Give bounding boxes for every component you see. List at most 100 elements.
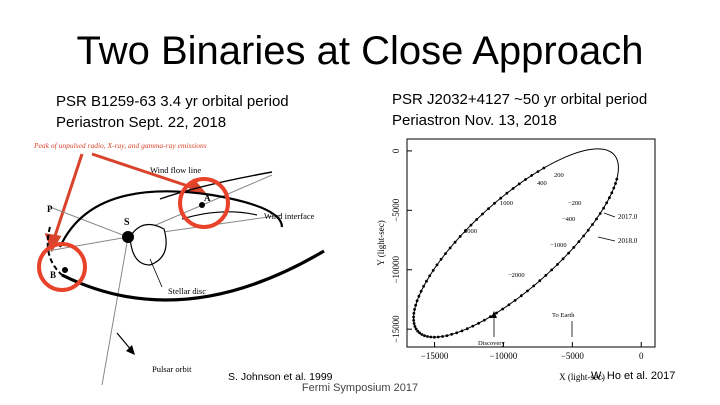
orbit-epoch-dots <box>412 166 619 339</box>
orbit-dot <box>532 284 536 288</box>
orbit-dot <box>605 201 609 205</box>
pulsar-at-b <box>62 267 68 273</box>
orbit-dot <box>612 186 616 190</box>
orbit-dot <box>414 327 418 331</box>
arrow-to-b <box>52 153 84 240</box>
left-caption: PSR B1259-63 3.4 yr orbital period Peria… <box>56 91 289 133</box>
point-p-label: P <box>47 204 53 214</box>
date-label-2018: 2018.0 <box>618 237 638 245</box>
orbit-dot <box>544 274 548 277</box>
to-earth-label: To Earth <box>552 312 575 319</box>
orbit-dot <box>460 329 464 333</box>
orbit-dot <box>428 274 432 278</box>
orbit-dot <box>608 196 611 200</box>
orbit-dot <box>414 303 418 307</box>
orbit-dot <box>572 246 576 249</box>
orbit-dot <box>477 321 480 325</box>
leader-2017 <box>603 212 616 218</box>
right-figure-credit: W. Ho et al. 2017 <box>591 370 676 382</box>
epoch-label: −400 <box>562 216 575 223</box>
orbit-dot <box>413 308 416 311</box>
orbit-dot <box>458 235 462 238</box>
orbit-dot <box>598 212 602 215</box>
left-caption-line2: Periastron Sept. 22, 2018 <box>56 114 227 131</box>
orbit-dot <box>524 178 527 181</box>
orbit-direction-arrowhead <box>126 345 135 355</box>
epoch-label: 2000 <box>464 228 477 235</box>
orbit-dot <box>422 284 425 288</box>
left-caption-line1: PSR B1259-63 3.4 yr orbital period <box>56 93 289 110</box>
right-caption-line1: PSR J2032+4127 ~50 yr orbital period <box>392 91 648 108</box>
orbit-dot <box>513 299 517 302</box>
orbit-dot <box>419 289 423 293</box>
orbit-dot <box>431 269 435 272</box>
discovery-arrowhead <box>491 311 497 318</box>
orbit-dot <box>550 268 554 272</box>
orbit-dot <box>415 299 419 303</box>
orbit-dot <box>412 322 416 325</box>
orbit-dot <box>519 294 523 298</box>
orbit-dot <box>499 196 503 200</box>
orbit-dot <box>610 191 614 195</box>
orbit-dot <box>493 201 496 205</box>
wind-interface-curve <box>159 171 273 200</box>
orbit-dot <box>507 303 511 307</box>
orbit-dot <box>423 334 426 338</box>
right-caption-line2: Periastron Nov. 13, 2018 <box>392 112 557 129</box>
orbit-dot <box>483 318 486 322</box>
orbit-dot <box>615 177 619 181</box>
y-axis-label: Y (light-sec) <box>376 220 386 265</box>
orbit-dot <box>595 217 598 221</box>
orbit-dot <box>530 174 534 177</box>
point-b-label: B <box>50 270 56 280</box>
slide-title: Two Binaries at Close Approach <box>76 29 644 73</box>
orbit-dot <box>448 246 452 250</box>
orbit-dot <box>526 289 529 293</box>
orbit-dot <box>487 207 490 210</box>
orbit-dot <box>412 319 416 322</box>
orbit-dot <box>413 325 417 328</box>
arrow-to-a <box>91 152 198 191</box>
slide-footer: Fermi Symposium 2017 <box>301 382 419 394</box>
epoch-label: 1000 <box>500 200 513 207</box>
orbit-dot <box>433 335 436 339</box>
y-axis-ticks: 0 −5000 −10000 −15000 <box>391 148 412 343</box>
orbit-dot <box>417 294 421 298</box>
orbit-dot <box>455 331 459 335</box>
orbit-dot <box>412 315 415 319</box>
epoch-labels: 200 400 1000 2000 −200 −400 −1000 −2000 <box>464 172 581 279</box>
orbit-dot <box>489 315 492 319</box>
orbit-dot <box>536 170 540 173</box>
orbit-dot <box>429 335 433 339</box>
date-label-2017: 2017.0 <box>618 213 638 221</box>
orbit-dot <box>501 307 505 311</box>
orbit-dot <box>591 223 594 226</box>
orbit-dot <box>453 240 457 244</box>
wind-interface-label: Wind interface <box>264 211 315 221</box>
orbit-dot <box>542 166 546 170</box>
x-tick-label: −15000 <box>421 351 449 361</box>
pulsar-orbit-label: Pulsar orbit <box>152 364 192 374</box>
x-axis-label: X (light-sec) <box>559 372 605 382</box>
emission-peak-annotation: Peak of unpulsed radio, X-ray, and gamma… <box>33 141 207 150</box>
orbit-dot <box>425 279 428 283</box>
orbit-dot <box>602 206 605 210</box>
point-a-label: A <box>204 193 211 203</box>
orbit-dot <box>412 311 416 315</box>
orbit-dot <box>614 182 617 185</box>
y-tick-label: −5000 <box>391 198 401 222</box>
chart-frame <box>406 138 656 348</box>
orbit-upper-segment <box>58 190 284 248</box>
orbit-dot <box>426 335 429 338</box>
orbit-thick-segment <box>61 249 325 302</box>
orbit-dot <box>577 240 581 243</box>
orbit-dot <box>511 187 515 190</box>
y-tick-label: −10000 <box>391 255 401 283</box>
orbit-dot <box>444 252 447 255</box>
orbit-dot <box>538 279 542 283</box>
epoch-label: −200 <box>568 200 581 207</box>
highlight-circle-a <box>178 177 230 229</box>
orbit-dot <box>439 257 443 261</box>
y-tick-label: 0 <box>391 148 401 153</box>
orbit-dot <box>450 332 454 336</box>
